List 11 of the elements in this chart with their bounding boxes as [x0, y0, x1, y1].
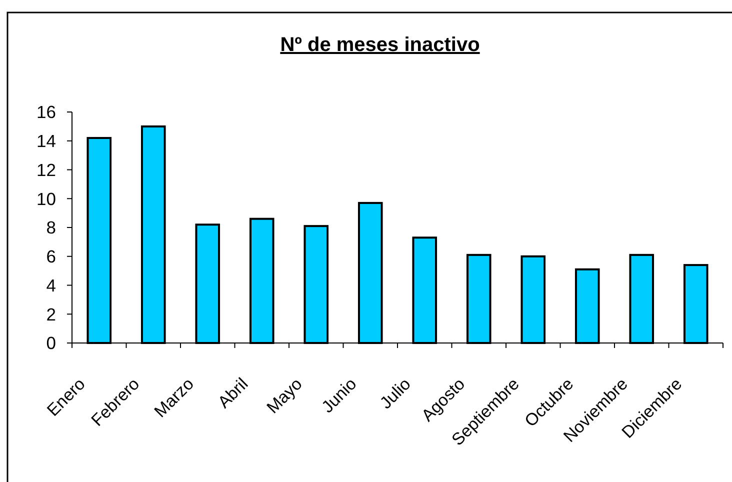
chart-title: Nº de meses inactivo: [280, 34, 480, 56]
y-tick-label: 6: [46, 246, 56, 266]
y-tick-label: 2: [46, 304, 56, 324]
y-tick-label: 0: [46, 333, 56, 354]
y-tick-label: 4: [46, 275, 56, 296]
y-tick-label: 12: [36, 160, 56, 180]
y-tick-label: 16: [36, 102, 56, 122]
y-tick-label: 14: [36, 131, 56, 151]
y-tick-label: 8: [46, 218, 56, 238]
x-tick-label: Julio: [376, 374, 414, 413]
y-tick-label: 10: [36, 188, 56, 209]
